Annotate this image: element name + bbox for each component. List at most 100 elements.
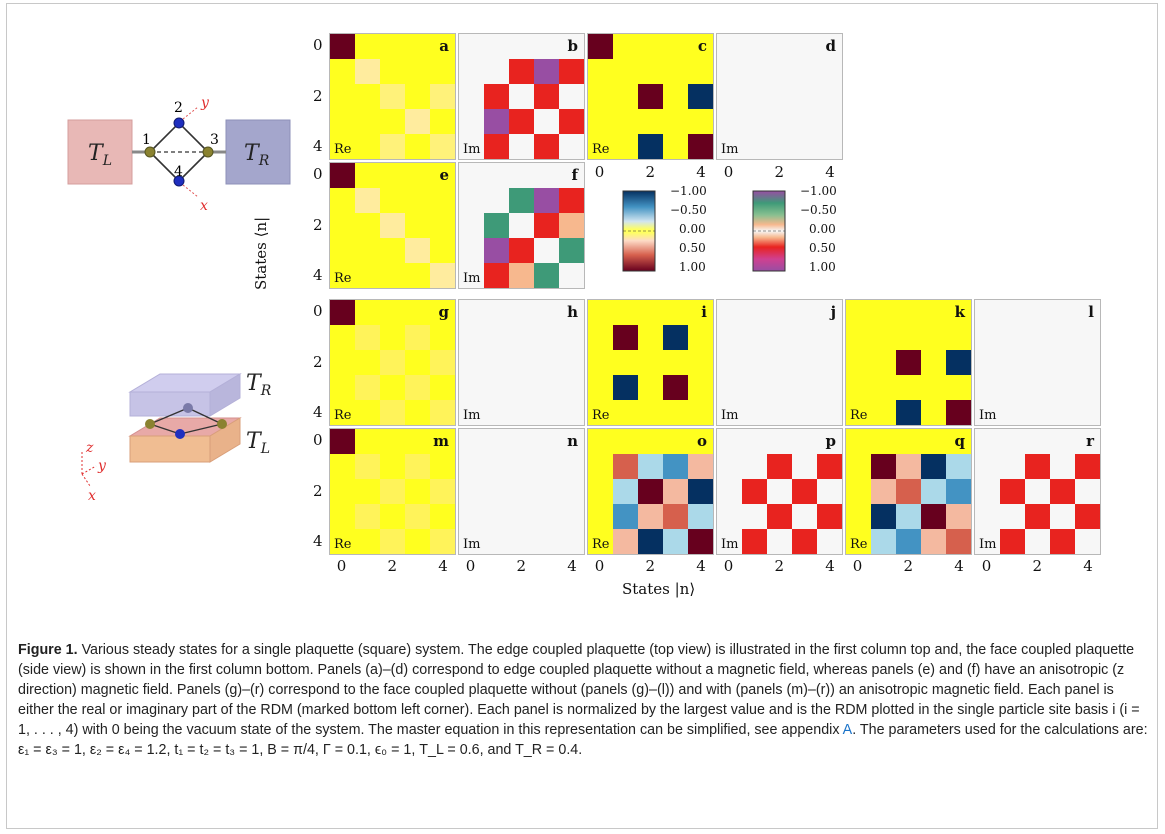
rdm-cell — [459, 34, 484, 59]
rdm-cell — [717, 59, 742, 84]
rdm-cell — [767, 59, 792, 84]
panel-letter: h — [567, 303, 578, 321]
rdm-cell — [355, 325, 380, 350]
rdm-cell — [330, 134, 355, 159]
panel-n: n Im — [458, 428, 585, 555]
rdm-cell — [975, 300, 1000, 325]
rdm-cell — [792, 454, 817, 479]
panel-part-label: Im — [463, 271, 481, 286]
x-tick-label: 2 — [516, 557, 527, 575]
rdm-cell — [792, 400, 817, 425]
rdm-cell — [484, 213, 509, 238]
rdm-cell — [430, 238, 455, 263]
rdm-cell — [405, 375, 430, 400]
rdm-cell — [613, 504, 638, 529]
rdm-cell — [430, 325, 455, 350]
rdm-cell — [946, 454, 971, 479]
x-tick-label: 2 — [645, 163, 656, 181]
rdm-cell — [534, 59, 559, 84]
caption-label: Figure 1. — [18, 642, 78, 658]
rdm-cell — [767, 84, 792, 109]
y-tick-label: 4 — [313, 403, 323, 422]
rdm-cell — [767, 400, 792, 425]
rdm-cell — [588, 454, 613, 479]
rdm-cell — [380, 429, 405, 454]
rdm-cell — [355, 504, 380, 529]
rdm-cell — [817, 479, 842, 504]
x-tick-label: 2 — [387, 557, 398, 575]
rdm-cell — [459, 163, 484, 188]
rdm-cell — [559, 429, 584, 454]
rdm-cell — [534, 400, 559, 425]
rdm-cell — [717, 375, 742, 400]
rdm-cell — [405, 238, 430, 263]
rdm-cell — [871, 400, 896, 425]
rdm-cell — [355, 400, 380, 425]
x-tick-label: 0 — [594, 163, 605, 181]
appendix-link[interactable]: A — [842, 722, 853, 738]
rdm-cell — [1050, 300, 1075, 325]
rdm-cell — [688, 59, 713, 84]
panel-m: m Re — [329, 428, 456, 555]
rdm-cell — [330, 300, 355, 325]
rdm-cell — [459, 300, 484, 325]
rdm-cell — [355, 375, 380, 400]
rdm-cell — [638, 529, 663, 554]
rdm-cell — [534, 454, 559, 479]
rdm-cell — [405, 134, 430, 159]
rdm-cell — [817, 400, 842, 425]
rdm-cell — [1000, 429, 1025, 454]
left-bath-label: TL — [88, 141, 112, 169]
rdm-cell — [896, 429, 921, 454]
rdm-cell — [484, 350, 509, 375]
rdm-cell — [1000, 350, 1025, 375]
rdm-cell — [405, 84, 430, 109]
rdm-cell — [484, 529, 509, 554]
rdm-cell — [871, 529, 896, 554]
rdm-cell — [613, 429, 638, 454]
rdm-cell — [484, 325, 509, 350]
rdm-cell — [484, 163, 509, 188]
rdm-cell — [430, 350, 455, 375]
rdm-cell — [1025, 529, 1050, 554]
site-3 — [202, 146, 214, 158]
rdm-cell — [663, 400, 688, 425]
rdm-cell — [742, 400, 767, 425]
panel-letter: l — [1088, 303, 1094, 321]
x-tick-label: 4 — [696, 163, 706, 181]
rdm-cell — [559, 263, 584, 288]
rdm-cell — [717, 429, 742, 454]
rdm-cell — [896, 375, 921, 400]
rdm-cell — [459, 59, 484, 84]
rdm-cell — [742, 109, 767, 134]
rdm-cell — [380, 238, 405, 263]
rdm-cell — [459, 188, 484, 213]
x-tick-label: 4 — [567, 557, 577, 575]
rdm-cell — [896, 479, 921, 504]
rdm-cell — [380, 263, 405, 288]
site-1 — [144, 146, 156, 158]
rdm-cell — [509, 213, 534, 238]
rdm-cell — [1075, 504, 1100, 529]
rdm-cell — [871, 375, 896, 400]
rdm-cell — [484, 34, 509, 59]
rdm-cell — [1050, 375, 1075, 400]
rdm-cell — [946, 350, 971, 375]
rdm-cell — [1075, 400, 1100, 425]
rdm-cell — [921, 529, 946, 554]
top-bath-label: TR — [246, 371, 272, 399]
rdm-cell — [459, 325, 484, 350]
rdm-cell — [717, 300, 742, 325]
rdm-cell — [559, 134, 584, 159]
rdm-cell — [534, 263, 559, 288]
panel-j: j Im — [716, 299, 843, 426]
rdm-cell — [484, 504, 509, 529]
rdm-cell — [380, 59, 405, 84]
rdm-cell — [484, 134, 509, 159]
rdm-cell — [663, 479, 688, 504]
rdm-cell — [742, 59, 767, 84]
rdm-cell — [975, 479, 1000, 504]
rdm-cell — [896, 400, 921, 425]
rdm-cell — [484, 429, 509, 454]
rdm-cell — [688, 479, 713, 504]
